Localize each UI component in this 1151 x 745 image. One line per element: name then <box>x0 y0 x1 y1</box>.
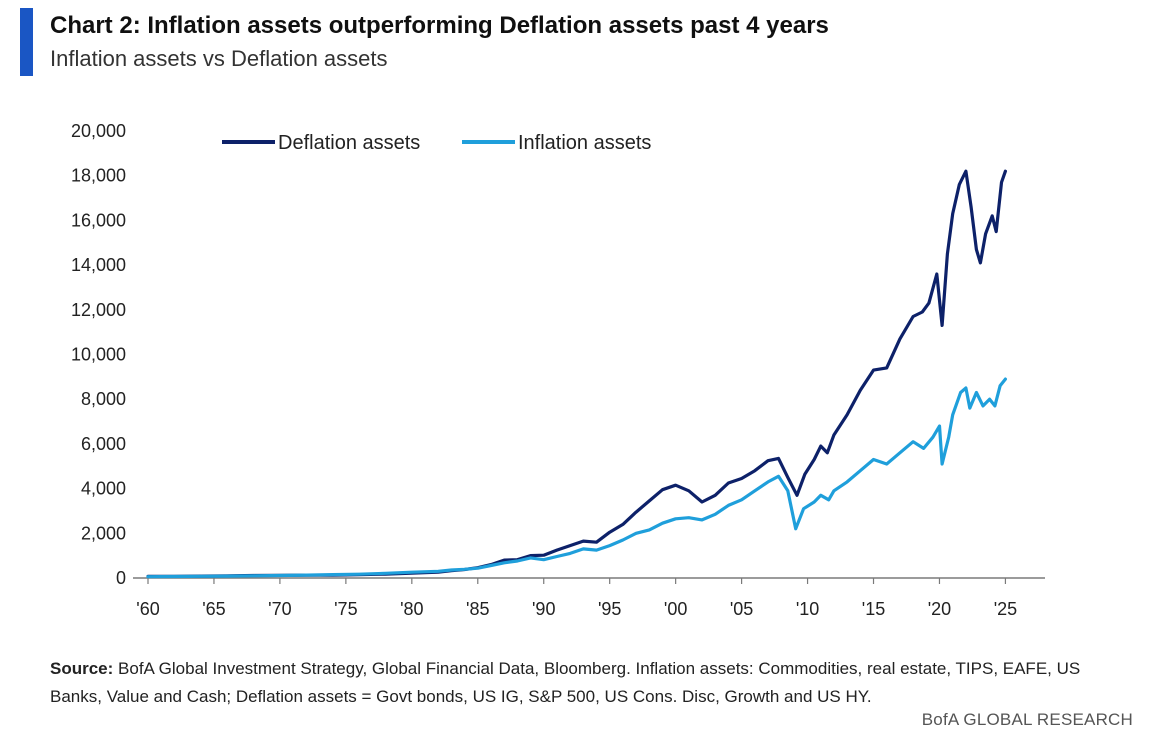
x-tick-label: '10 <box>796 599 819 619</box>
x-tick-label: '65 <box>202 599 225 619</box>
y-tick-label: 10,000 <box>71 345 126 365</box>
y-tick-label: 0 <box>116 568 126 588</box>
chart-title: Chart 2: Inflation assets outperforming … <box>50 12 829 39</box>
x-tick-label: '75 <box>334 599 357 619</box>
y-tick-label: 8,000 <box>81 389 126 409</box>
series-line-deflation <box>146 169 1007 578</box>
x-tick-label: '15 <box>862 599 885 619</box>
x-tick-label: '90 <box>532 599 555 619</box>
x-tick-label: '70 <box>268 599 291 619</box>
y-tick-label: 18,000 <box>71 166 126 186</box>
y-tick-label: 20,000 <box>71 121 126 141</box>
x-tick-label: '00 <box>664 599 687 619</box>
x-tick-label: '60 <box>136 599 159 619</box>
y-tick-label: 12,000 <box>71 300 126 320</box>
y-tick-label: 4,000 <box>81 479 126 499</box>
brand-footer: BofA GLOBAL RESEARCH <box>921 710 1133 729</box>
x-axis: '60 '65 '70 '75 '80 '85 '90 '95 '00 '05 '10 '15 '20 '… <box>133 577 1045 619</box>
legend: Deflation assets Inflation assets <box>222 132 651 154</box>
legend-label: Deflation assets <box>278 132 420 154</box>
y-tick-label: 2,000 <box>81 523 126 543</box>
x-tick-label: '20 <box>928 599 951 619</box>
chart-subtitle: Inflation assets vs Deflation assets <box>50 46 388 71</box>
x-tick-label: '25 <box>994 599 1017 619</box>
y-tick-label: 6,000 <box>81 434 126 454</box>
source-note: Source: BofA Global Investment Strategy,… <box>50 655 1130 711</box>
x-tick-label: '80 <box>400 599 423 619</box>
y-tick-label: 16,000 <box>71 210 126 230</box>
legend-label: Inflation assets <box>518 132 651 154</box>
series-layer <box>146 169 1007 579</box>
x-tick-label: '05 <box>730 599 753 619</box>
accent-bar <box>20 8 33 76</box>
source-text: BofA Global Investment Strategy, Global … <box>50 659 1081 706</box>
x-tick-label: '85 <box>466 599 489 619</box>
x-tick-label: '95 <box>598 599 621 619</box>
series-line-inflation <box>146 377 1007 579</box>
source-label: Source: <box>50 659 114 678</box>
chart-area: 0 2,000 4,000 6,000 8,000 10,000 12,000 14,000 1… <box>71 121 1045 619</box>
y-tick-label: 14,000 <box>71 255 126 275</box>
y-axis: 0 2,000 4,000 6,000 8,000 10,000 12,000 14,000 1… <box>71 121 126 588</box>
